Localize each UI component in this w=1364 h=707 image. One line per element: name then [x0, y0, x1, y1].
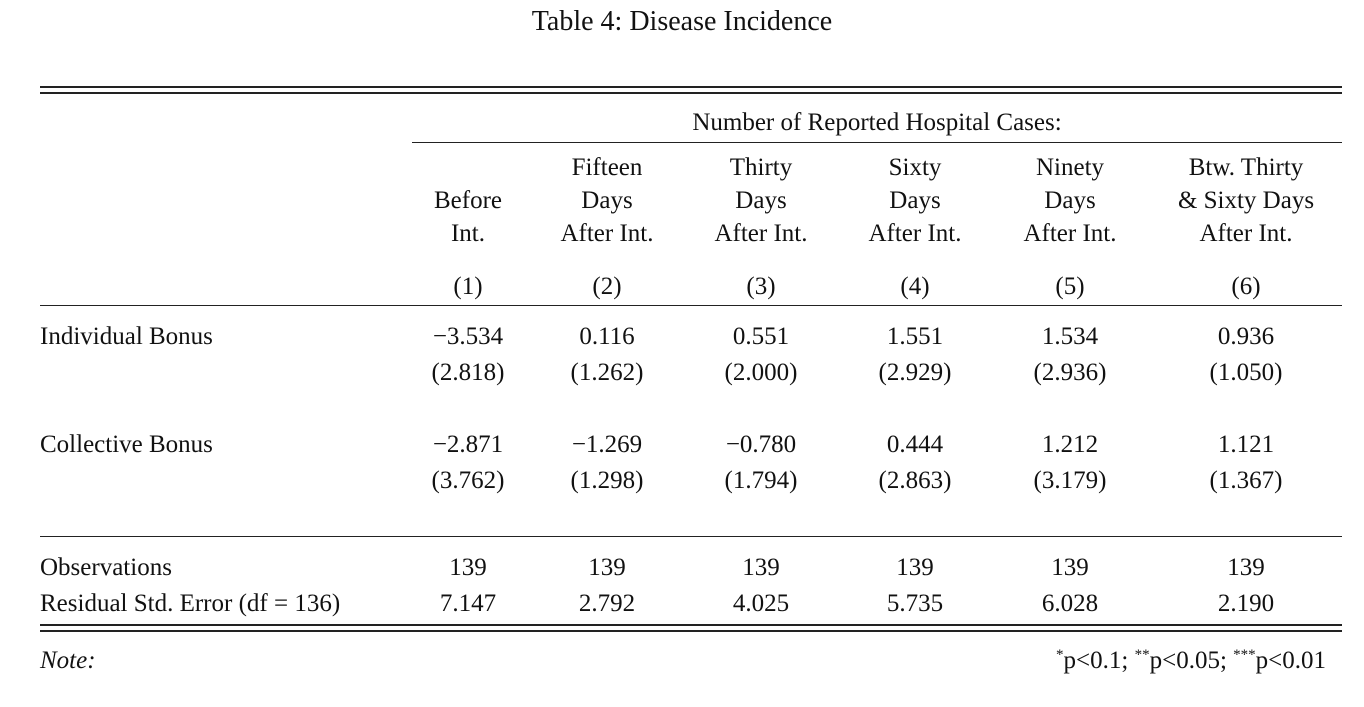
stat-label: Residual Std. Error (df = 136): [40, 590, 341, 617]
stat-value: 139: [896, 554, 934, 581]
column-header-line: Days: [581, 187, 633, 214]
significance-stars: **: [1134, 647, 1150, 663]
column-number: (6): [1231, 273, 1261, 300]
coefficient-cell: 1.551: [886, 323, 944, 350]
column-header-line: Btw. Thirty: [1188, 154, 1304, 181]
column-header-line: After Int.: [1199, 220, 1293, 247]
coefficient-cell: −1.269: [571, 431, 643, 458]
stat-value: 139: [588, 554, 626, 581]
column-header-line: Days: [735, 187, 787, 214]
column-header-line: After Int.: [1023, 220, 1117, 247]
column-header-line: Thirty: [729, 154, 793, 181]
stat-value: 2.792: [578, 590, 636, 617]
column-header-line: Days: [889, 187, 941, 214]
significance-stars: *: [1056, 647, 1064, 663]
standard-error-cell: (3.762): [431, 467, 505, 494]
coefficient-cell: 1.534: [1041, 323, 1099, 350]
standard-error-cell: (2.863): [878, 467, 952, 494]
standard-error-cell: (2.929): [878, 359, 952, 386]
top-rule-second: [40, 92, 1342, 94]
stats-rule: [40, 536, 1342, 538]
column-header-line: Days: [1044, 187, 1096, 214]
significance-text: p<0.1;: [1063, 647, 1135, 674]
column-header-line: Before: [433, 187, 503, 214]
column-number: (1): [453, 273, 483, 300]
significance-text: p<0.01: [1255, 647, 1326, 674]
bottom-rule: [40, 624, 1342, 626]
column-number: (4): [900, 273, 930, 300]
standard-error-cell: (1.794): [724, 467, 798, 494]
coefficient-cell: −0.780: [725, 431, 797, 458]
coefficient-cell: −2.871: [432, 431, 504, 458]
column-header-line: Ninety: [1035, 154, 1105, 181]
column-number: (5): [1055, 273, 1085, 300]
top-rule: [40, 86, 1342, 88]
column-header-line: & Sixty Days: [1177, 187, 1315, 214]
standard-error-cell: (1.050): [1209, 359, 1283, 386]
dependent-variable-header: Number of Reported Hospital Cases:: [692, 109, 1062, 136]
column-number: (3): [746, 273, 776, 300]
stat-value: 2.190: [1217, 590, 1275, 617]
significance-text: p<0.05;: [1149, 647, 1234, 674]
stat-value: 4.025: [732, 590, 790, 617]
coefficient-cell: 0.116: [579, 323, 635, 350]
stat-value: 6.028: [1041, 590, 1099, 617]
row-label: Collective Bonus: [40, 431, 213, 458]
significance-stars: ***: [1233, 647, 1256, 663]
stat-value: 139: [1227, 554, 1265, 581]
standard-error-cell: (2.818): [431, 359, 505, 386]
column-header-line: After Int.: [714, 220, 808, 247]
standard-error-cell: (1.298): [570, 467, 644, 494]
header-rule: [40, 305, 1342, 307]
stat-value: 139: [742, 554, 780, 581]
standard-error-cell: (2.000): [724, 359, 798, 386]
column-header-line: Int.: [450, 220, 486, 247]
column-number: (2): [592, 273, 622, 300]
note-label: Note:: [40, 647, 96, 674]
coefficient-cell: 1.212: [1041, 431, 1099, 458]
stat-value: 139: [449, 554, 487, 581]
column-header-line: Sixty: [888, 154, 942, 181]
stat-label: Observations: [40, 554, 172, 581]
standard-error-cell: (3.179): [1033, 467, 1107, 494]
stat-value: 139: [1051, 554, 1089, 581]
coefficient-cell: 0.551: [732, 323, 790, 350]
standard-error-cell: (1.367): [1209, 467, 1283, 494]
row-label: Individual Bonus: [40, 323, 213, 350]
coefficient-cell: 1.121: [1217, 431, 1275, 458]
column-header-line: After Int.: [868, 220, 962, 247]
bottom-rule-second: [40, 630, 1342, 632]
significance-note: *p<0.1; **p<0.05; ***p<0.01: [1056, 644, 1326, 678]
column-header-line: After Int.: [560, 220, 654, 247]
coefficient-cell: −3.534: [432, 323, 504, 350]
column-header-line: Fifteen: [571, 154, 643, 181]
table-title: Table 4: Disease Incidence: [531, 6, 833, 37]
stat-value: 5.735: [886, 590, 944, 617]
coefficient-cell: 0.936: [1217, 323, 1275, 350]
dependent-variable-rule: [412, 142, 1342, 144]
coefficient-cell: 0.444: [886, 431, 944, 458]
stat-value: 7.147: [439, 590, 497, 617]
standard-error-cell: (2.936): [1033, 359, 1107, 386]
standard-error-cell: (1.262): [570, 359, 644, 386]
